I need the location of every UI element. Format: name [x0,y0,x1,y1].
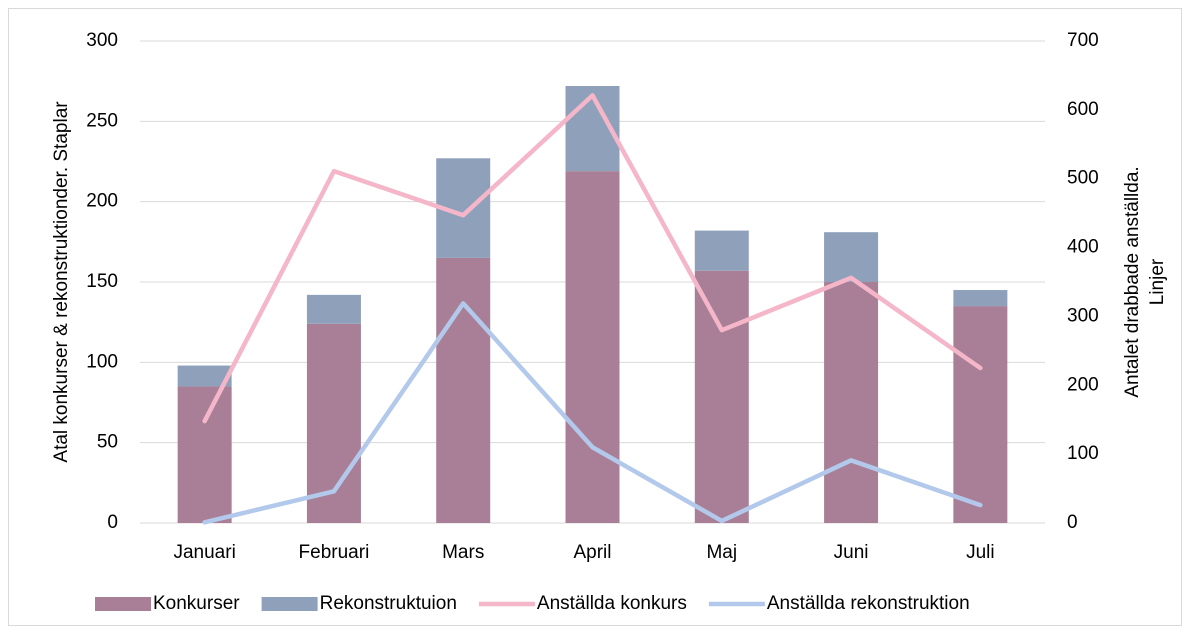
bar [953,290,1008,307]
x-tick-label: Januari [173,542,235,563]
legend-swatch [95,597,151,611]
x-tick-label: Juni [834,542,869,563]
y-tick-label: 250 [86,110,118,131]
bar [177,365,232,387]
y-tick-label: 300 [86,30,118,51]
bar [177,386,232,523]
line [202,301,983,525]
x-tick-label: Mars [442,542,484,563]
bar [694,270,749,523]
y-tick-label: 0 [107,512,118,533]
legend-label: Anställda rekonstruktion [767,593,970,614]
y-axis-title: Atal konkurser & rekonstruktionder. Stap… [51,101,72,463]
y-tick-label: 50 [97,432,118,453]
y2-tick-label: 500 [1067,168,1099,189]
legend-label: Rekonstruktuion [320,593,457,614]
y2-tick-label: 0 [1067,512,1078,533]
y2-tick-label: 700 [1067,30,1099,51]
y-tick-label: 200 [86,191,118,212]
y2-tick-label: 100 [1067,443,1099,464]
x-tick-label: April [573,542,611,563]
bar [824,232,879,282]
y2-tick-label: 300 [1067,305,1099,326]
line [202,93,983,424]
bar [565,171,620,523]
y2-tick-label: 600 [1067,99,1099,120]
y2-axis-title: Antalet drabbade anställda. [1122,166,1143,397]
y2-tick-label: 200 [1067,374,1099,395]
bar [953,306,1008,523]
bar [694,230,749,271]
bar [824,282,879,523]
y2-tick-label: 400 [1067,237,1099,258]
legend-label: Konkurser [153,593,240,614]
bar [436,257,491,523]
x-tick-label: Juli [966,542,995,563]
x-tick-label: Februari [299,542,370,563]
x-tick-label: Maj [706,542,737,563]
y2-axis-title: Linjer [1147,258,1168,305]
y-tick-label: 100 [86,351,118,372]
legend-label: Anställda konkurs [537,593,687,614]
legend-swatch [261,597,318,611]
bar [306,294,361,324]
y-tick-label: 150 [86,271,118,292]
